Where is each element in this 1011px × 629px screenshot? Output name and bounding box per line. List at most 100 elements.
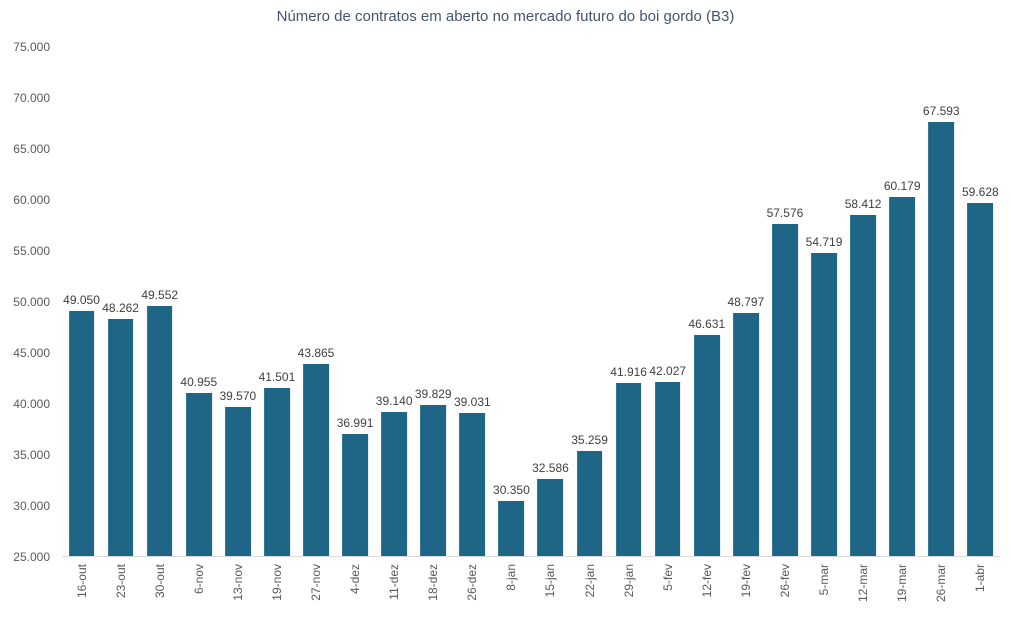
x-axis-tick-label: 19-mar xyxy=(895,564,910,603)
bar xyxy=(303,363,329,556)
x-axis-tick-label: 11-dez xyxy=(387,564,402,600)
bar-value-label: 57.576 xyxy=(766,205,804,220)
bar-slot: 39.570 13-nov xyxy=(218,47,257,600)
bar-slot: 41.916 29-jan xyxy=(609,47,648,597)
bar-value-label: 39.570 xyxy=(219,389,257,404)
x-axis-tick-label: 5-fev xyxy=(660,564,675,591)
bar xyxy=(889,197,916,556)
x-axis-tick-label: 19-nov xyxy=(269,564,284,601)
bar-value-label: 43.865 xyxy=(297,345,335,360)
y-axis-tick-label: 70.000 xyxy=(13,91,50,105)
bar xyxy=(107,318,134,556)
bar-value-label: 41.501 xyxy=(258,369,296,384)
bar-slot: 49.050 16-out xyxy=(62,47,101,598)
x-axis-tick-label: 15-jan xyxy=(543,564,558,598)
y-axis-tick-label: 35.000 xyxy=(13,448,50,462)
bar-slot: 36.991 4-dez xyxy=(336,47,375,594)
bar xyxy=(498,501,525,556)
bar-slot: 39.829 18-dez xyxy=(414,47,453,601)
bar-slot: 54.719 5-mar xyxy=(804,47,843,595)
bar-slot: 39.140 11-dez xyxy=(375,47,414,600)
bar-value-label: 39.031 xyxy=(453,394,491,409)
x-axis-tick-label: 30-out xyxy=(152,564,167,599)
bar xyxy=(732,313,759,556)
bar-value-label: 30.350 xyxy=(493,483,530,498)
bar-slot: 49.552 30-out xyxy=(140,47,179,598)
x-axis-tick-label: 23-out xyxy=(113,564,128,599)
y-axis-tick-label: 55.000 xyxy=(13,244,50,258)
bar-slot: 30.350 8-jan xyxy=(492,47,531,590)
y-axis-tick-label: 60.000 xyxy=(13,193,50,207)
y-axis-tick-label: 40.000 xyxy=(13,397,50,411)
bar-slot: 48.797 19-fev xyxy=(726,47,765,597)
bar-slot: 35.259 22-jan xyxy=(570,47,609,597)
x-axis-tick-label: 26-dez xyxy=(465,564,480,601)
bar xyxy=(693,335,720,556)
x-axis-tick-label: 12-fev xyxy=(699,564,714,598)
bar xyxy=(537,478,564,556)
x-axis-tick-label: 27-nov xyxy=(309,564,323,601)
x-axis-tick-label: 5-mar xyxy=(817,564,832,596)
bar xyxy=(420,404,447,556)
bar-value-label: 32.586 xyxy=(532,460,569,475)
bar xyxy=(459,412,486,556)
bar-value-label: 46.631 xyxy=(688,317,726,332)
bar-slot: 48.262 23-out xyxy=(101,47,140,598)
x-axis-tick-label: 26-mar xyxy=(934,564,949,603)
bar-slot: 60.179 19-mar xyxy=(883,47,922,602)
bar xyxy=(342,433,368,556)
bar-value-label: 58.412 xyxy=(844,197,882,212)
x-axis-tick-label: 13-nov xyxy=(230,564,245,601)
bar xyxy=(967,202,994,556)
y-axis-tick-label: 75.000 xyxy=(13,40,50,54)
x-axis-tick-label: 18-dez xyxy=(426,564,441,601)
bar-slot: 59.628 1-abr xyxy=(961,47,1000,592)
bar-value-label: 48.797 xyxy=(727,295,765,310)
bar-value-label: 39.140 xyxy=(375,393,413,408)
x-axis-tick-label: 12-mar xyxy=(856,564,871,603)
x-axis-tick-label: 4-dez xyxy=(348,564,363,595)
bar-value-label: 49.050 xyxy=(63,292,100,307)
bar-slot: 46.631 12-fev xyxy=(687,47,726,597)
x-axis-tick-label: 29-jan xyxy=(621,564,636,598)
bar-value-label: 67.593 xyxy=(922,103,960,118)
bar-slot: 43.865 27-nov xyxy=(296,47,335,601)
bar-slot: 41.501 19-nov xyxy=(257,47,296,601)
bar-value-label: 36.991 xyxy=(336,415,374,430)
y-axis-tick-label: 25.000 xyxy=(13,550,50,564)
bar-value-label: 40.955 xyxy=(180,375,218,390)
bar xyxy=(928,121,955,556)
bar xyxy=(850,215,876,556)
bar xyxy=(615,383,642,556)
bar xyxy=(68,310,95,556)
bar xyxy=(224,407,251,556)
x-axis-tick-label: 22-jan xyxy=(582,564,597,598)
bar-value-label: 49.552 xyxy=(141,287,179,302)
x-axis-tick-label: 8-jan xyxy=(504,564,519,591)
bar-value-label: 35.259 xyxy=(571,433,608,448)
y-axis-tick-label: 65.000 xyxy=(13,142,50,156)
x-axis-tick-label: 1-abr xyxy=(973,564,988,593)
bar xyxy=(146,305,173,556)
bar xyxy=(772,223,798,556)
bar xyxy=(576,451,603,556)
bar-value-label: 39.829 xyxy=(414,386,452,401)
plot-area: 75.000 70.000 65.000 60.000 55.000 50.000 45.0… xyxy=(13,40,1000,602)
bar-value-label: 41.916 xyxy=(610,365,647,380)
y-axis-tick-label: 50.000 xyxy=(13,295,50,309)
bar-slot: 40.955 6-nov xyxy=(179,47,218,594)
bar xyxy=(381,411,408,556)
bar-value-label: 54.719 xyxy=(805,234,843,249)
x-axis-tick-label: 16-out xyxy=(74,564,89,599)
bar-value-label: 60.179 xyxy=(883,179,921,194)
x-axis-tick-label: 6-nov xyxy=(191,564,206,595)
bar-slot: 39.031 26-dez xyxy=(453,47,492,601)
bar-value-label: 59.628 xyxy=(961,184,999,199)
bar-slot: 58.412 12-mar xyxy=(844,47,883,602)
bar xyxy=(264,387,290,556)
bar xyxy=(654,382,681,556)
bar-slot: 42.027 5-fev xyxy=(648,47,687,590)
y-axis-tick-label: 30.000 xyxy=(13,499,50,513)
chart-title: Número de contratos em aberto no mercado… xyxy=(276,8,735,25)
